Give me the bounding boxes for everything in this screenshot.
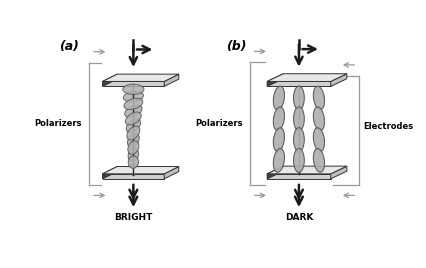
Text: (a): (a) bbox=[59, 40, 79, 53]
Polygon shape bbox=[330, 166, 346, 179]
Polygon shape bbox=[164, 74, 178, 87]
Text: DARK: DARK bbox=[284, 213, 312, 222]
Ellipse shape bbox=[123, 91, 143, 102]
Ellipse shape bbox=[293, 86, 304, 110]
Ellipse shape bbox=[125, 112, 141, 125]
Ellipse shape bbox=[273, 86, 284, 110]
Ellipse shape bbox=[293, 107, 304, 131]
Ellipse shape bbox=[124, 98, 142, 110]
Ellipse shape bbox=[128, 164, 138, 175]
Polygon shape bbox=[102, 81, 164, 87]
Polygon shape bbox=[267, 174, 330, 179]
Ellipse shape bbox=[313, 128, 324, 151]
Ellipse shape bbox=[273, 107, 284, 131]
Ellipse shape bbox=[128, 148, 138, 161]
Ellipse shape bbox=[123, 84, 144, 94]
Ellipse shape bbox=[127, 126, 140, 140]
Text: (b): (b) bbox=[225, 40, 246, 53]
Ellipse shape bbox=[313, 86, 324, 110]
Polygon shape bbox=[102, 166, 117, 179]
Polygon shape bbox=[164, 166, 178, 179]
Polygon shape bbox=[267, 74, 283, 87]
Text: Polarizers: Polarizers bbox=[35, 119, 82, 128]
Ellipse shape bbox=[126, 119, 140, 132]
Ellipse shape bbox=[313, 148, 324, 172]
Text: Electrodes: Electrodes bbox=[362, 122, 412, 131]
Polygon shape bbox=[267, 81, 330, 87]
Polygon shape bbox=[267, 166, 346, 174]
Polygon shape bbox=[102, 74, 117, 87]
Ellipse shape bbox=[313, 107, 324, 131]
Polygon shape bbox=[267, 74, 346, 81]
Ellipse shape bbox=[273, 128, 284, 151]
Text: BRIGHT: BRIGHT bbox=[114, 213, 152, 222]
Polygon shape bbox=[330, 74, 346, 87]
Polygon shape bbox=[267, 166, 283, 179]
Ellipse shape bbox=[128, 156, 138, 168]
Text: Polarizers: Polarizers bbox=[195, 119, 242, 128]
Polygon shape bbox=[102, 74, 178, 81]
Ellipse shape bbox=[293, 128, 304, 151]
Ellipse shape bbox=[127, 141, 138, 154]
Ellipse shape bbox=[293, 148, 304, 172]
Ellipse shape bbox=[273, 148, 284, 172]
Ellipse shape bbox=[124, 105, 142, 117]
Polygon shape bbox=[102, 166, 178, 174]
Polygon shape bbox=[102, 174, 164, 179]
Ellipse shape bbox=[127, 133, 139, 147]
